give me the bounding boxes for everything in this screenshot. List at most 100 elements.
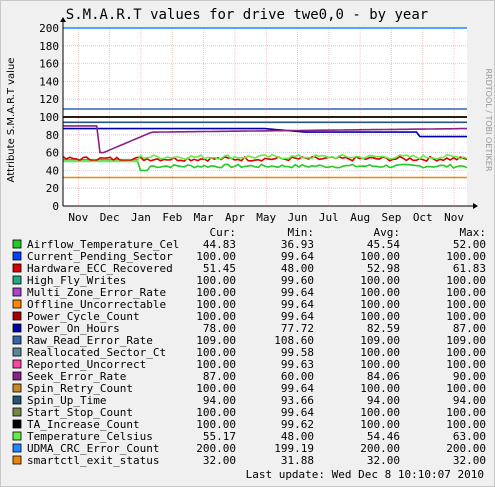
last-update-text: Last update: Wed Dec 8 10:10:07 2010 xyxy=(246,468,484,481)
legend-value-avg: 100.00 xyxy=(360,346,400,359)
legend-value-avg: 100.00 xyxy=(360,418,400,431)
legend-value-min: 48.00 xyxy=(281,262,314,275)
y-tick-label: 40 xyxy=(46,164,59,177)
x-tick-label: Jul xyxy=(319,211,339,224)
legend-value-avg: 100.00 xyxy=(360,358,400,371)
y-tick-label: 180 xyxy=(39,40,59,53)
legend-series-name: Power_On_Hours xyxy=(27,322,120,335)
legend-header: Cur: xyxy=(210,226,237,239)
legend-header: Min: xyxy=(288,226,315,239)
legend-series-name: Spin_Retry_Count xyxy=(27,382,133,395)
chart-title: S.M.A.R.T values for drive twe0,0 - by y… xyxy=(66,7,428,23)
legend-value-cur: 55.17 xyxy=(203,430,236,443)
series-line-seek-error-rate xyxy=(63,125,467,154)
legend-value-cur: 100.00 xyxy=(196,298,236,311)
legend-swatch xyxy=(12,419,22,429)
legend-series-name: TA_Increase_Count xyxy=(27,418,140,431)
x-tick-label: Dec xyxy=(100,211,120,224)
legend-value-min: 60.00 xyxy=(281,370,314,383)
legend-swatch xyxy=(12,335,22,345)
legend-value-cur: 200.00 xyxy=(196,442,236,455)
legend-value-cur: 100.00 xyxy=(196,358,236,371)
legend-value-cur: 78.00 xyxy=(203,322,236,335)
legend-value-min: 77.72 xyxy=(281,322,314,335)
legend-value-min: 99.64 xyxy=(281,406,314,419)
legend-value-min: 99.62 xyxy=(281,418,314,431)
legend-value-max: 87.00 xyxy=(453,322,486,335)
legend-value-min: 99.64 xyxy=(281,286,314,299)
legend-value-avg: 45.54 xyxy=(367,238,400,251)
legend-value-min: 99.58 xyxy=(281,346,314,359)
series-lines xyxy=(62,27,468,179)
legend-swatch xyxy=(12,251,22,261)
x-axis-arrow xyxy=(473,203,478,209)
legend-series-name: High_Fly_Writes xyxy=(27,274,126,287)
y-tick-label: 120 xyxy=(39,93,59,106)
legend-swatch xyxy=(12,455,22,465)
legend-value-max: 100.00 xyxy=(446,298,486,311)
y-tick-label: 200 xyxy=(39,22,59,35)
legend-value-cur: 100.00 xyxy=(196,286,236,299)
legend-value-max: 100.00 xyxy=(446,382,486,395)
legend-swatch xyxy=(12,275,22,285)
rrdtool-watermark: RRDTOOL / TOBI OETIKER xyxy=(484,68,493,171)
x-tick-label: Jan xyxy=(131,211,151,224)
legend-value-min: 31.88 xyxy=(281,454,314,467)
legend-swatch xyxy=(12,371,22,381)
legend-value-min: 48.00 xyxy=(281,430,314,443)
legend-value-cur: 100.00 xyxy=(196,274,236,287)
legend-value-cur: 87.00 xyxy=(203,370,236,383)
series-line-temperature-celsius xyxy=(63,153,468,163)
legend-swatch xyxy=(12,407,22,417)
legend-value-avg: 200.00 xyxy=(360,442,400,455)
legend-series-name: smartctl_exit_status xyxy=(27,454,159,467)
legend-header: Avg: xyxy=(374,226,401,239)
legend-value-max: 100.00 xyxy=(446,286,486,299)
legend-value-cur: 44.83 xyxy=(203,238,236,251)
legend-series-name: Raw_Read_Error_Rate xyxy=(27,334,153,347)
legend-value-cur: 100.00 xyxy=(196,418,236,431)
series-line-power-on-hours xyxy=(63,127,467,138)
legend-value-avg: 100.00 xyxy=(360,406,400,419)
y-tick-label: 60 xyxy=(46,147,59,160)
legend-swatch xyxy=(12,395,22,405)
y-tick-label: 0 xyxy=(52,200,59,213)
x-tick-label: Nov xyxy=(68,211,88,224)
legend-value-avg: 52.98 xyxy=(367,262,400,275)
legend-swatch xyxy=(12,323,22,333)
y-tick-label: 140 xyxy=(39,75,59,88)
legend-series-name: Reallocated_Sector_Ct xyxy=(27,346,166,359)
legend-value-min: 108.60 xyxy=(274,334,314,347)
legend-swatch xyxy=(12,311,22,321)
y-tick-label: 160 xyxy=(39,58,59,71)
legend-swatch xyxy=(12,347,22,357)
legend-swatch xyxy=(12,287,22,297)
series-line-airflow-temperature-cel xyxy=(63,158,468,172)
legend-value-max: 100.00 xyxy=(446,310,486,323)
legend-swatch xyxy=(12,239,22,249)
x-tick-label: Oct xyxy=(413,211,433,224)
legend-value-min: 99.64 xyxy=(281,298,314,311)
legend-value-min: 99.60 xyxy=(281,274,314,287)
legend-series-name: Spin_Up_Time xyxy=(27,394,106,407)
legend-value-min: 93.66 xyxy=(281,394,314,407)
legend-value-max: 200.00 xyxy=(446,442,486,455)
legend-value-max: 63.00 xyxy=(453,430,486,443)
axes xyxy=(60,17,478,209)
legend-value-avg: 100.00 xyxy=(360,274,400,287)
legend-value-cur: 100.00 xyxy=(196,250,236,263)
x-tick-label: Nov xyxy=(444,211,464,224)
legend-series-name: Offline_Uncorrectable xyxy=(27,298,166,311)
legend-value-cur: 100.00 xyxy=(196,346,236,359)
legend-value-max: 100.00 xyxy=(446,250,486,263)
legend-value-avg: 94.00 xyxy=(367,394,400,407)
legend-value-max: 100.00 xyxy=(446,406,486,419)
legend-value-max: 94.00 xyxy=(453,394,486,407)
x-tick-label: Feb xyxy=(162,211,182,224)
x-tick-label: Apr xyxy=(225,211,245,224)
y-tick-label: 20 xyxy=(46,182,59,195)
legend-value-avg: 82.59 xyxy=(367,322,400,335)
legend-series-name: Current_Pending_Sector xyxy=(27,250,173,263)
y-tick-label: 100 xyxy=(39,111,59,124)
